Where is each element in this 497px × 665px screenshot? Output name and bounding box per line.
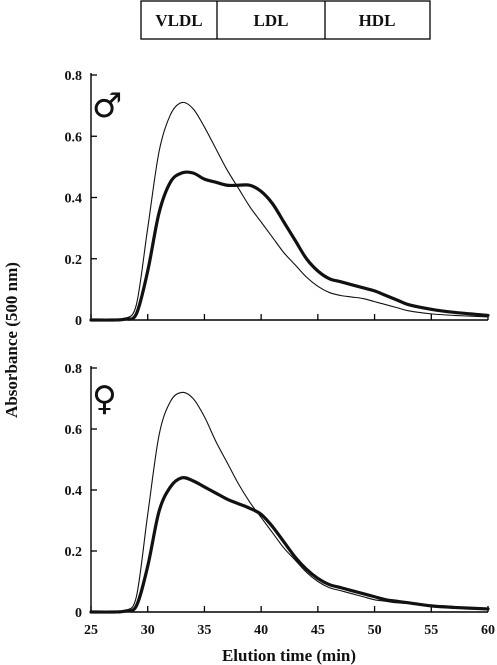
female-x-tick-label: 30 — [141, 623, 155, 638]
female-y-tick-label: 0.8 — [65, 362, 83, 377]
female-y-tick-label: 0.2 — [65, 545, 83, 560]
male-thick-curve — [89, 170, 490, 322]
band-label-hdl: HDL — [359, 11, 396, 30]
band-legend: VLDL LDL HDL — [140, 0, 431, 40]
female-x-tick-label: 35 — [197, 623, 211, 638]
male-y-tick-label: 0.8 — [65, 69, 83, 84]
female-y-tick-label: 0.6 — [65, 423, 83, 438]
female-x-tick-label: 50 — [368, 623, 382, 638]
y-axis-title: Absorbance (500 nm) — [2, 262, 21, 418]
female-panel: 0 0.2 0.4 0.6 0.8 25 30 35 40 45 50 55 60 ♀ — [65, 362, 496, 638]
female-x-tick-label: 55 — [424, 623, 438, 638]
female-thin-curve — [90, 391, 489, 613]
female-thick-curve — [89, 475, 490, 614]
male-panel: 0 0.2 0.4 0.6 0.8 ♂ — [65, 69, 490, 329]
female-x-tick-label: 45 — [311, 623, 325, 638]
female-x-tick-label: 60 — [481, 623, 495, 638]
band-label-vldl: VLDL — [155, 11, 202, 30]
female-y-tick-label: 0.4 — [65, 484, 83, 499]
band-legend-frame — [140, 0, 431, 40]
female-x-tick-label: 25 — [84, 623, 98, 638]
band-label-ldl: LDL — [254, 11, 289, 30]
male-symbol-icon: ♂ — [92, 86, 122, 126]
male-thin-curve — [90, 101, 489, 321]
female-symbol-icon: ♀ — [92, 379, 117, 419]
female-x-tick-label: 40 — [254, 623, 268, 638]
male-y-tick-label: 0 — [75, 314, 82, 329]
female-y-tick-label: 0 — [75, 606, 82, 621]
male-y-tick-label: 0.6 — [65, 130, 83, 145]
male-y-tick-label: 0.4 — [65, 192, 83, 207]
x-axis-title: Elution time (min) — [222, 646, 356, 665]
male-y-tick-label: 0.2 — [65, 253, 83, 268]
